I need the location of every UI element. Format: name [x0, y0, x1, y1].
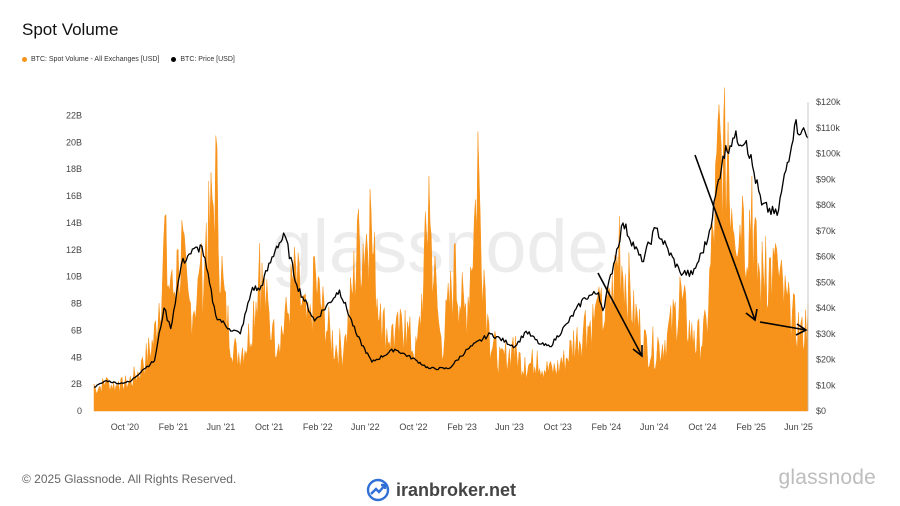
- y-right-tick-label: $40k: [816, 303, 836, 313]
- y-right-tick-label: $60k: [816, 252, 836, 262]
- chart-legend: BTC: Spot Volume - All Exchanges [USD] B…: [22, 56, 235, 63]
- x-tick-label: Feb '22: [303, 422, 333, 432]
- x-tick-label: Feb '21: [159, 422, 189, 432]
- chart-title: Spot Volume: [22, 20, 119, 39]
- legend-label-volume: BTC: Spot Volume - All Exchanges [USD]: [31, 56, 160, 63]
- x-tick-label: Jun '24: [640, 422, 669, 432]
- trend-arrow-3: [759, 321, 807, 331]
- price-line: [93, 119, 809, 388]
- x-tick-label: Jun '23: [495, 422, 524, 432]
- legend-label-price: BTC: Price [USD]: [180, 56, 235, 63]
- x-tick-label: Jun '25: [784, 422, 813, 432]
- trend-arrows: [597, 154, 808, 358]
- volume-series: [93, 87, 809, 412]
- legend-item-volume[interactable]: BTC: Spot Volume - All Exchanges [USD]: [22, 56, 159, 63]
- chart-watermark: glassnode: [271, 205, 608, 288]
- trend-arrow-2-head: [745, 308, 758, 322]
- y-left-tick-label: 6B: [71, 325, 82, 335]
- y-left-tick-label: 22B: [66, 110, 82, 120]
- y-right-tick-label: $30k: [816, 329, 836, 339]
- y-right-tick-label: $80k: [816, 200, 836, 210]
- y-right-tick-label: $50k: [816, 277, 836, 287]
- y-right-tick-label: $120k: [816, 97, 841, 107]
- trend-arrow-2: [694, 154, 756, 321]
- x-tick-label: Oct '20: [111, 422, 139, 432]
- price-series: [93, 119, 809, 388]
- y-left-axis: 0 2B 4B 6B 8B 10B 12B 14B 16B 18B 20B 22B: [66, 110, 82, 416]
- trend-arrow-1: [597, 272, 643, 357]
- x-tick-label: Feb '23: [447, 422, 477, 432]
- y-right-tick-label: $110k: [816, 123, 840, 133]
- y-right-tick-label: $70k: [816, 226, 836, 236]
- y-left-tick-label: 20B: [66, 137, 82, 147]
- x-tick-label: Oct '23: [544, 422, 572, 432]
- x-tick-label: Feb '25: [736, 422, 766, 432]
- brand-text: iranbroker.net: [396, 479, 517, 500]
- y-left-tick-label: 8B: [71, 299, 82, 309]
- copyright-text: © 2025 Glassnode. All Rights Reserved.: [22, 472, 237, 486]
- y-left-tick-label: 0: [77, 406, 82, 416]
- y-left-tick-label: 14B: [66, 218, 82, 228]
- y-right-tick-label: $10k: [816, 380, 836, 390]
- brand-footer[interactable]: iranbroker.net: [366, 478, 516, 502]
- x-axis: Oct '20 Feb '21 Jun '21 Oct '21 Feb '22 Jun '…: [111, 422, 813, 432]
- trend-arrow-1-head: [632, 345, 643, 358]
- y-right-tick-label: $20k: [816, 355, 836, 365]
- glassnode-logo: glassnode: [778, 466, 876, 489]
- legend-swatch-volume: [22, 57, 27, 62]
- legend-swatch-price: [171, 57, 177, 62]
- y-left-tick-label: 4B: [71, 352, 82, 362]
- volume-area: [93, 87, 809, 412]
- x-tick-label: Jun '22: [351, 422, 380, 432]
- x-tick-label: Jun '21: [207, 422, 236, 432]
- x-tick-label: Oct '22: [399, 422, 427, 432]
- x-tick-label: Oct '21: [255, 422, 283, 432]
- x-tick-label: Oct '24: [688, 422, 716, 432]
- trend-logo-icon: [366, 478, 390, 502]
- legend-item-price[interactable]: BTC: Price [USD]: [171, 56, 235, 63]
- y-left-tick-label: 10B: [66, 272, 82, 282]
- x-tick-label: Feb '24: [591, 422, 621, 432]
- y-left-tick-label: 2B: [71, 379, 82, 389]
- y-left-tick-label: 18B: [66, 164, 82, 174]
- y-right-tick-label: $0: [816, 406, 826, 416]
- trend-arrow-3-head: [795, 323, 808, 336]
- y-right-tick-label: $90k: [816, 174, 836, 184]
- y-left-tick-label: 16B: [66, 191, 82, 201]
- y-left-tick-label: 12B: [66, 245, 82, 255]
- y-right-tick-label: $100k: [816, 149, 841, 159]
- y-right-axis: $0 $10k $20k $30k $40k $50k $60k $70k $80k $90k $1…: [807, 97, 841, 416]
